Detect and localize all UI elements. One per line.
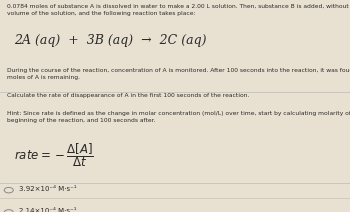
Text: Calculate the rate of disappearance of A in the first 100 seconds of the reactio: Calculate the rate of disappearance of A… bbox=[7, 93, 249, 98]
Text: 0.0784 moles of substance A is dissolved in water to make a 2.00 L solution. The: 0.0784 moles of substance A is dissolved… bbox=[7, 4, 350, 16]
Text: 3.92×10⁻⁴ M·s⁻¹: 3.92×10⁻⁴ M·s⁻¹ bbox=[19, 186, 77, 192]
Text: Hint: Since rate is defined as the change in molar concentration (mol/L) over ti: Hint: Since rate is defined as the chang… bbox=[7, 111, 350, 123]
Text: 2A (aq)  +  3B (aq)  →  2C (aq): 2A (aq) + 3B (aq) → 2C (aq) bbox=[14, 34, 206, 47]
Text: During the course of the reaction, concentration of A is monitored. After 100 se: During the course of the reaction, conce… bbox=[7, 68, 350, 80]
Text: $rate = -\dfrac{\Delta [A]}{\Delta t}$: $rate = -\dfrac{\Delta [A]}{\Delta t}$ bbox=[14, 141, 94, 169]
Text: 2.14×10⁻⁴ M·s⁻¹: 2.14×10⁻⁴ M·s⁻¹ bbox=[19, 208, 77, 212]
